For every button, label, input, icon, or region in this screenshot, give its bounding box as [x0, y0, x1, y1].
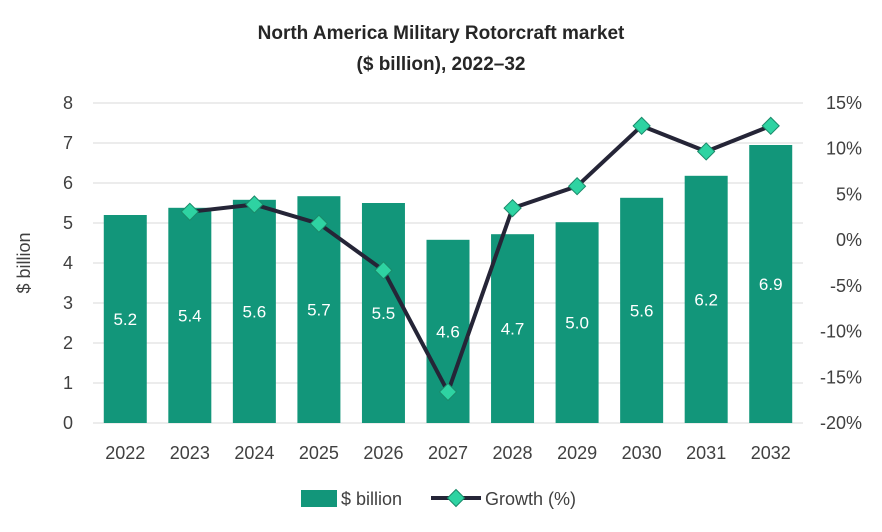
- legend-line-label: Growth (%): [485, 489, 576, 509]
- growth-point: [632, 116, 651, 136]
- left-tick-label: 0: [63, 413, 73, 433]
- bar: [168, 207, 212, 423]
- chart-title: North America Military Rotorcraft market: [258, 23, 625, 44]
- bar: [555, 222, 599, 423]
- y-axis-title: $ billion: [14, 232, 34, 293]
- left-tick-label: 5: [63, 213, 73, 233]
- growth-point: [180, 202, 200, 221]
- bar-value-label: 6.9: [759, 275, 783, 294]
- right-tick-label: -20%: [820, 413, 862, 433]
- right-tick-label: -5%: [830, 276, 862, 296]
- x-tick-label: 2025: [299, 443, 339, 463]
- growth-point: [503, 198, 522, 218]
- bar: [749, 145, 793, 423]
- x-tick-label: 2029: [557, 443, 597, 463]
- growth-line: [189, 123, 772, 394]
- left-tick-label: 6: [63, 173, 73, 193]
- bar: [620, 197, 664, 423]
- growth-point: [309, 214, 329, 233]
- bar-value-label: 6.2: [694, 290, 718, 309]
- right-tick-label: -15%: [820, 367, 862, 387]
- growth-point: [438, 382, 458, 402]
- legend-bar-swatch: [301, 490, 337, 507]
- bar-labels: 5.2 5.4 5.6 5.7 5.5 4.6 4.7 5.0 5.6 6.2 6.9: [113, 275, 782, 341]
- right-tick-label: 0%: [836, 230, 862, 250]
- x-tick-label: 2027: [428, 443, 468, 463]
- growth-point: [567, 177, 587, 196]
- left-axis-ticks: 0 1 2 3 4 5 6 7 8: [63, 93, 73, 433]
- left-tick-label: 3: [63, 293, 73, 313]
- growth-point: [374, 261, 393, 280]
- bar-value-label: 5.2: [113, 310, 137, 329]
- right-tick-label: 15%: [826, 93, 862, 113]
- x-tick-label: 2030: [622, 443, 662, 463]
- legend: $ billion Growth (%): [301, 488, 576, 509]
- chart-subtitle: ($ billion), 2022–32: [357, 54, 526, 75]
- bar: [232, 199, 276, 423]
- bar-value-label: 5.6: [630, 301, 654, 320]
- left-tick-label: 2: [63, 333, 73, 353]
- x-tick-label: 2024: [234, 443, 274, 463]
- bar-value-label: 4.6: [436, 322, 460, 341]
- legend-bar-label: $ billion: [341, 489, 402, 509]
- x-axis-ticks: 2022 2023 2024 2025 2026 2027 2028 2029 2030 2031…: [105, 443, 791, 463]
- growth-point: [245, 195, 264, 214]
- bar: [361, 203, 405, 423]
- growth-point: [696, 142, 716, 161]
- bar-value-label: 5.5: [372, 304, 396, 323]
- left-tick-label: 7: [63, 133, 73, 153]
- left-tick-label: 4: [63, 253, 73, 273]
- bar-value-label: 5.6: [243, 302, 267, 321]
- growth-line-series: [180, 116, 780, 402]
- bar-value-label: 5.4: [178, 306, 202, 325]
- right-tick-label: 5%: [836, 184, 862, 204]
- bar-value-label: 5.7: [307, 301, 331, 320]
- x-tick-label: 2026: [363, 443, 403, 463]
- x-tick-label: 2022: [105, 443, 145, 463]
- x-tick-label: 2028: [493, 443, 533, 463]
- x-tick-label: 2031: [686, 443, 726, 463]
- x-tick-label: 2032: [751, 443, 791, 463]
- growth-point: [761, 116, 780, 136]
- bar: [103, 215, 147, 423]
- right-axis-ticks: -20% -15% -10% -5% 0% 5% 10% 15%: [820, 93, 862, 433]
- bar: [491, 234, 535, 423]
- right-tick-label: -10%: [820, 322, 862, 342]
- legend-line-marker: [446, 488, 466, 508]
- left-tick-label: 1: [63, 373, 73, 393]
- left-tick-label: 8: [63, 93, 73, 113]
- bar-series: [103, 145, 793, 423]
- bar-value-label: 4.7: [501, 320, 525, 339]
- bar: [684, 175, 728, 423]
- right-tick-label: 10%: [826, 139, 862, 159]
- bar-value-label: 5.0: [565, 314, 589, 333]
- x-tick-label: 2023: [170, 443, 210, 463]
